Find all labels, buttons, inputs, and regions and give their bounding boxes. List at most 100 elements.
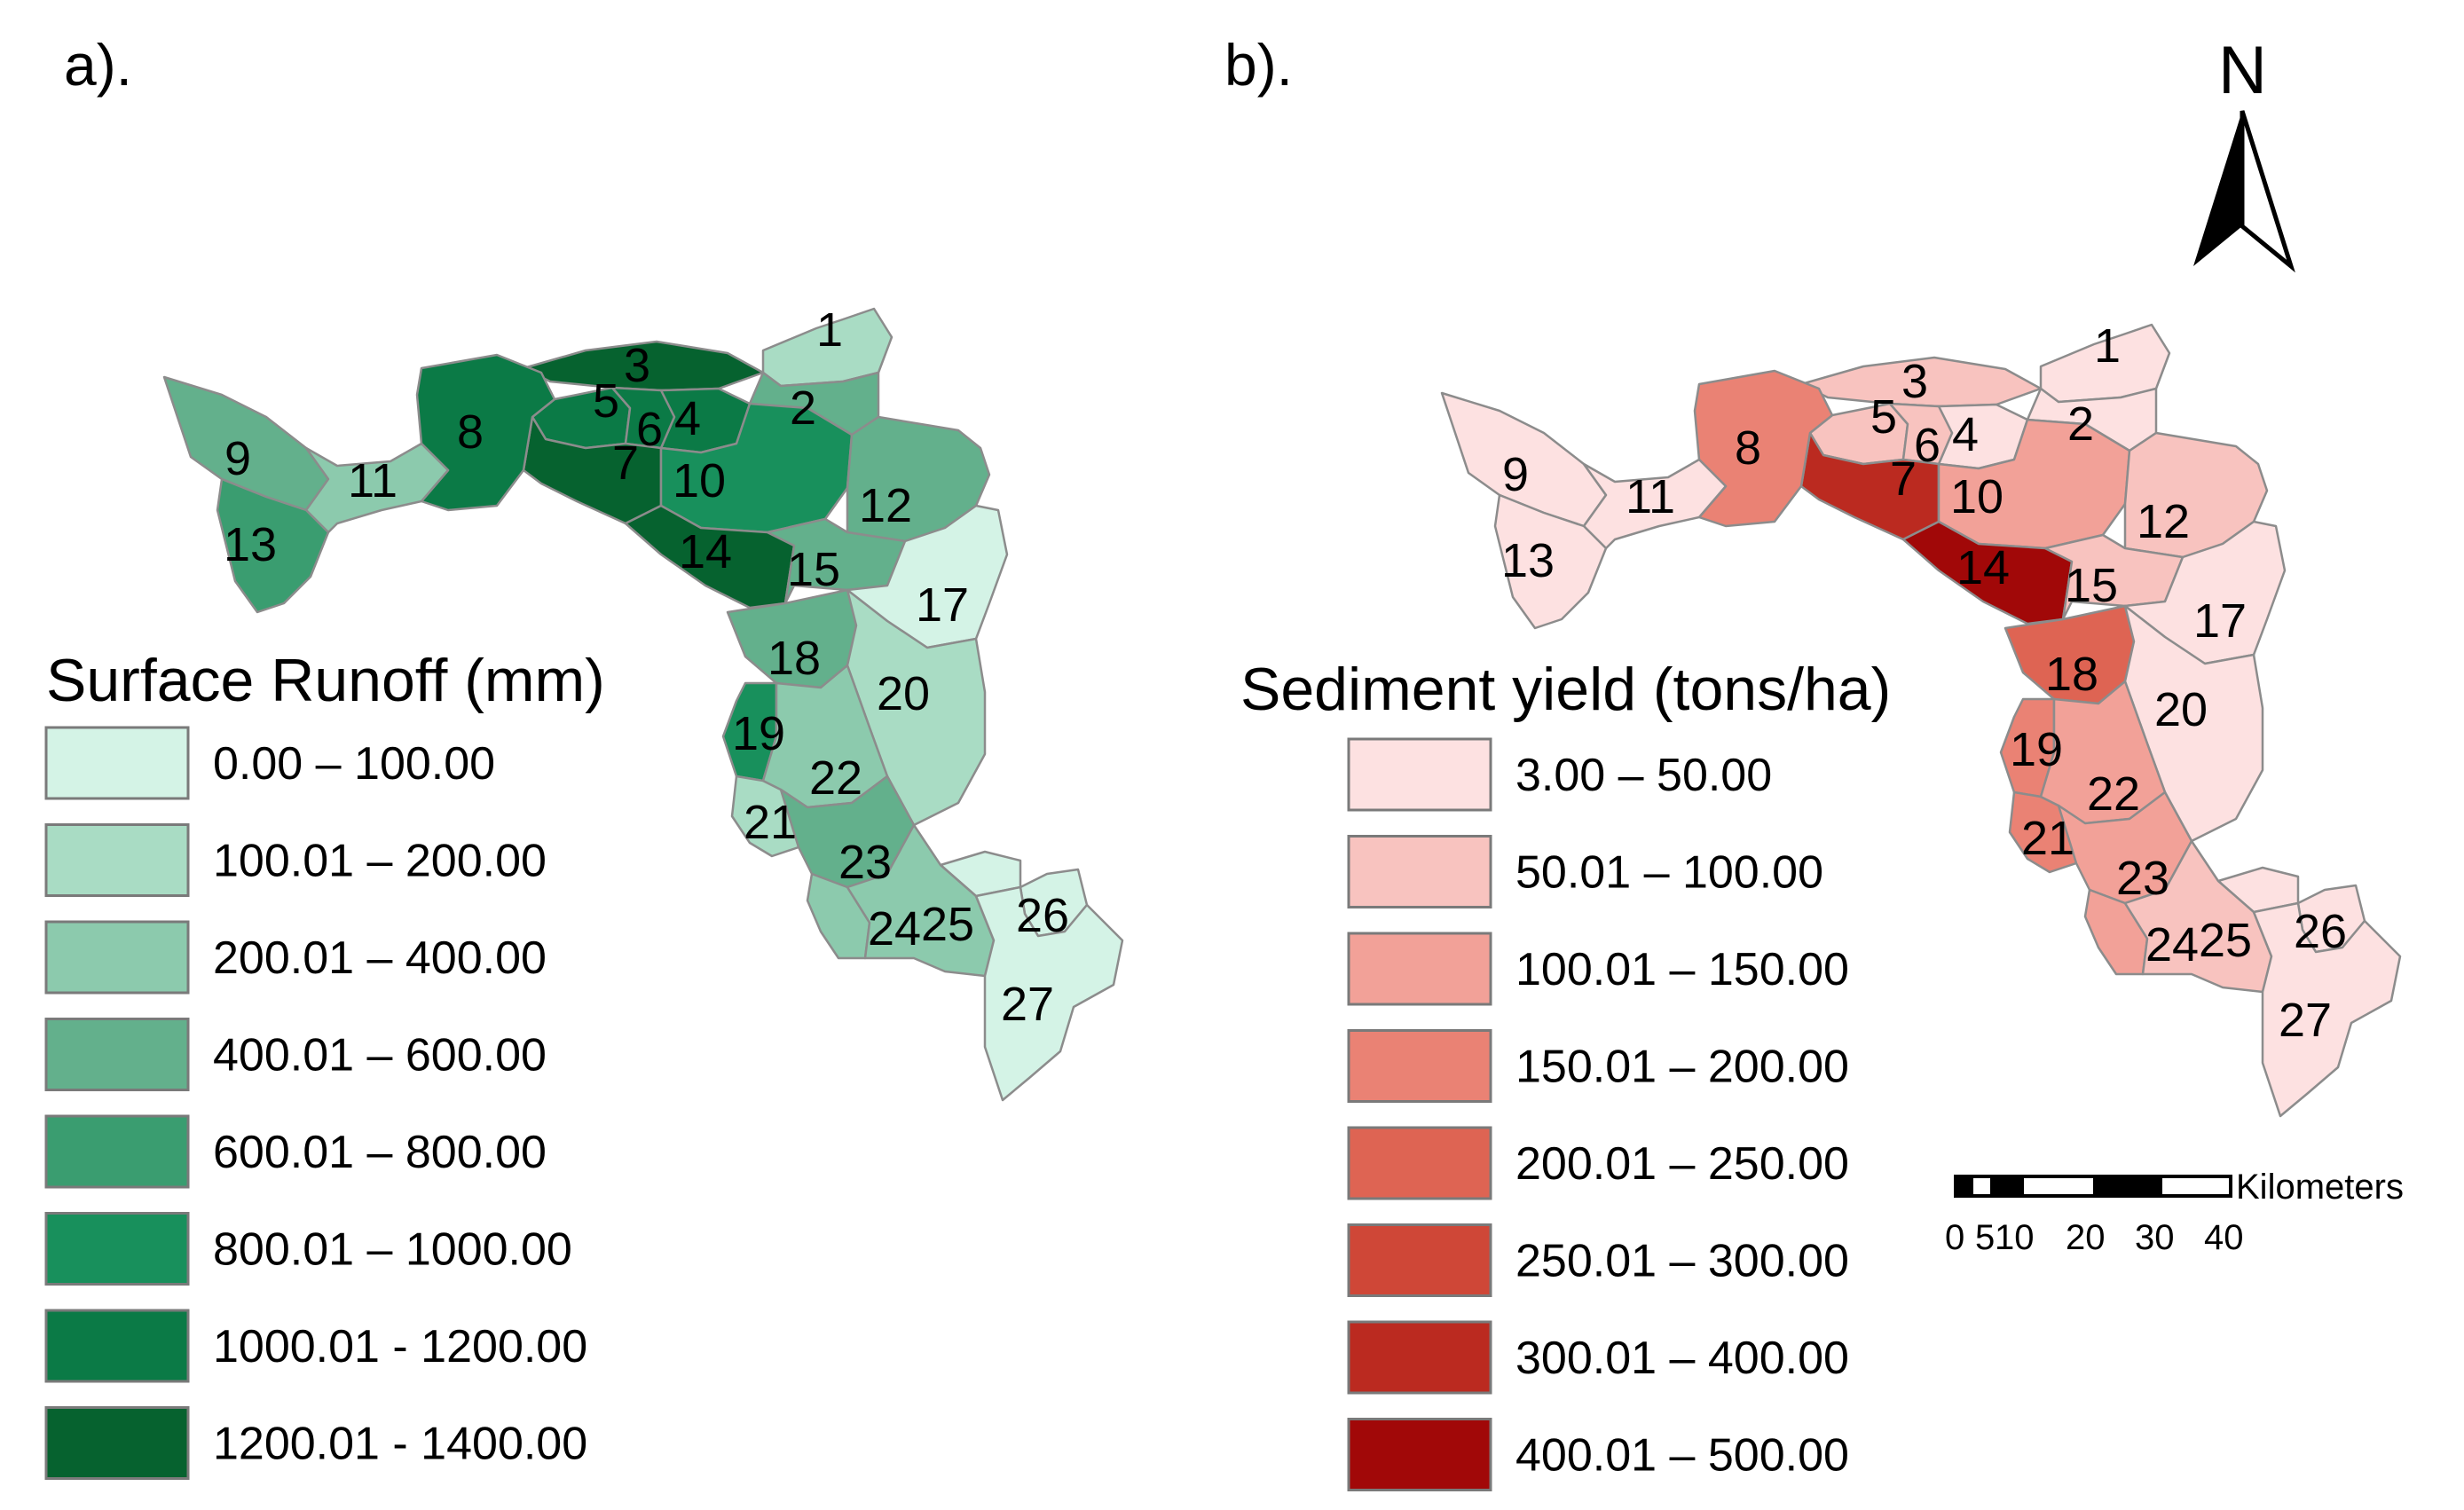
subbasin-12-sediment — [2123, 431, 2269, 559]
subbasin-label-3: 3 — [624, 339, 650, 392]
north-arrow: N — [2193, 33, 2295, 273]
subbasin-label-12: 12 — [859, 479, 912, 532]
subbasin-17-sediment — [2123, 520, 2287, 665]
subbasin-label-17: 17 — [2193, 594, 2247, 648]
subbasin-12-runoff — [846, 415, 991, 543]
scale-bar: Kilometers 0 5 10 20 30 40 — [1945, 1168, 2404, 1257]
panel-a-label: a). — [64, 32, 132, 98]
legend-swatch-5 — [44, 1114, 190, 1189]
scale-bar-seg-2 — [1990, 1176, 2024, 1196]
legend-label-2: 50.01 – 100.00 — [1515, 847, 1823, 899]
panel-b-label: b). — [1224, 32, 1293, 98]
subbasin-label-25: 25 — [2199, 914, 2252, 967]
legend-swatch-6 — [1347, 1223, 1492, 1297]
subbasin-label-9: 9 — [1502, 448, 1529, 501]
subbasin-17-runoff — [846, 504, 1009, 649]
subbasin-label-23: 23 — [838, 836, 892, 889]
subbasin-11-sediment — [1582, 458, 1728, 550]
legend-label-3: 100.01 – 150.00 — [1515, 944, 1849, 995]
subbasin-3-sediment — [1799, 356, 2043, 408]
legend-label-4: 150.01 – 200.00 — [1515, 1042, 1849, 1093]
subbasin-label-15: 15 — [787, 543, 840, 596]
legend-swatch-3 — [1347, 932, 1492, 1006]
subbasin-label-7: 7 — [612, 436, 639, 490]
subbasin-label-19: 19 — [732, 707, 785, 760]
subbasin-label-15: 15 — [2065, 559, 2118, 612]
legend-swatch-7 — [44, 1309, 190, 1383]
legend-swatch-6 — [44, 1212, 190, 1286]
subbasin-label-4: 4 — [674, 392, 701, 445]
subbasin-label-21: 21 — [744, 796, 797, 849]
scale-bar-seg-1 — [1956, 1176, 1973, 1196]
legend-label-8: 1200.01 - 1400.00 — [213, 1419, 587, 1470]
subbasin-label-27: 27 — [1001, 978, 1054, 1031]
subbasin-label-12: 12 — [2137, 495, 2190, 548]
subbasin-13-sediment — [1493, 493, 1608, 630]
scale-tick-20: 20 — [2066, 1218, 2106, 1257]
subbasin-label-17: 17 — [916, 578, 969, 632]
subbasin-label-26: 26 — [2294, 905, 2347, 958]
subbasin-label-2: 2 — [2067, 397, 2094, 451]
subbasin-label-14: 14 — [1956, 541, 2010, 594]
subbasin-3-runoff — [522, 340, 765, 392]
legend-swatch-8 — [44, 1406, 190, 1480]
subbasin-label-23: 23 — [2116, 852, 2169, 905]
subbasin-label-25: 25 — [921, 898, 974, 951]
scale-tick-0: 0 — [1945, 1218, 1964, 1257]
north-arrow-dark-half — [2193, 111, 2242, 266]
subbasin-label-20: 20 — [877, 667, 930, 720]
subbasin-label-24: 24 — [2145, 918, 2199, 971]
subbasin-label-1: 1 — [816, 303, 843, 357]
legend-label-5: 200.01 – 250.00 — [1515, 1138, 1849, 1190]
legend-label-8: 400.01 – 500.00 — [1515, 1430, 1849, 1482]
subbasin-label-13: 13 — [1501, 534, 1555, 587]
subbasin-label-27: 27 — [2279, 994, 2332, 1047]
subbasin-label-14: 14 — [679, 525, 732, 578]
legend-label-7: 1000.01 - 1200.00 — [213, 1321, 587, 1372]
legend-label-6: 250.01 – 300.00 — [1515, 1236, 1849, 1287]
subbasin-27-runoff — [974, 885, 1124, 1102]
scale-tick-10: 10 — [1995, 1218, 2035, 1257]
legend-label-4: 400.01 – 600.00 — [213, 1030, 547, 1081]
subbasin-label-4: 4 — [1952, 408, 1979, 461]
north-arrow-letter: N — [2218, 33, 2267, 108]
legend-swatch-2 — [44, 823, 190, 897]
subbasin-10-runoff — [659, 402, 854, 534]
legend-swatch-7 — [1347, 1320, 1492, 1395]
sediment-legend-title: Sediment yield (tons/ha) — [1240, 656, 1891, 723]
scale-tick-30: 30 — [2135, 1218, 2175, 1257]
north-arrow-light-half — [2240, 110, 2295, 273]
subbasin-label-2: 2 — [790, 381, 816, 435]
subbasin-label-1: 1 — [2094, 319, 2121, 373]
subbasin-label-3: 3 — [1901, 355, 1928, 408]
subbasin-label-6: 6 — [636, 403, 663, 456]
legend-label-3: 200.01 – 400.00 — [213, 932, 547, 984]
legend-label-1: 3.00 – 50.00 — [1515, 750, 1772, 801]
subbasin-label-7: 7 — [1890, 452, 1917, 506]
subbasin-label-22: 22 — [2087, 767, 2140, 821]
subbasin-27-sediment — [2252, 901, 2402, 1118]
subbasin-11-runoff — [304, 442, 450, 534]
subbasin-label-24: 24 — [868, 902, 921, 956]
legend-swatch-4 — [1347, 1029, 1492, 1103]
scale-bar-unit: Kilometers — [2236, 1168, 2404, 1207]
sediment-legend: Sediment yield (tons/ha) 3.00 – 50.00 50.… — [1240, 656, 1891, 1491]
subbasin-label-10: 10 — [673, 454, 726, 507]
subbasin-label-20: 20 — [2154, 683, 2208, 736]
legend-swatch-4 — [44, 1018, 190, 1091]
subbasin-label-26: 26 — [1016, 889, 1069, 942]
legend-swatch-5 — [1347, 1126, 1492, 1200]
runoff-legend: Surface Runoff (mm) 0.00 – 100.00 100.01 … — [44, 647, 605, 1480]
scale-tick-5: 5 — [1975, 1218, 1995, 1257]
subbasin-label-13: 13 — [224, 518, 277, 571]
subbasin-label-10: 10 — [1950, 470, 2003, 523]
subbasin-label-22: 22 — [809, 751, 862, 805]
subbasin-label-11: 11 — [348, 454, 398, 507]
legend-swatch-1 — [1347, 737, 1492, 812]
subbasin-label-5: 5 — [593, 374, 619, 428]
